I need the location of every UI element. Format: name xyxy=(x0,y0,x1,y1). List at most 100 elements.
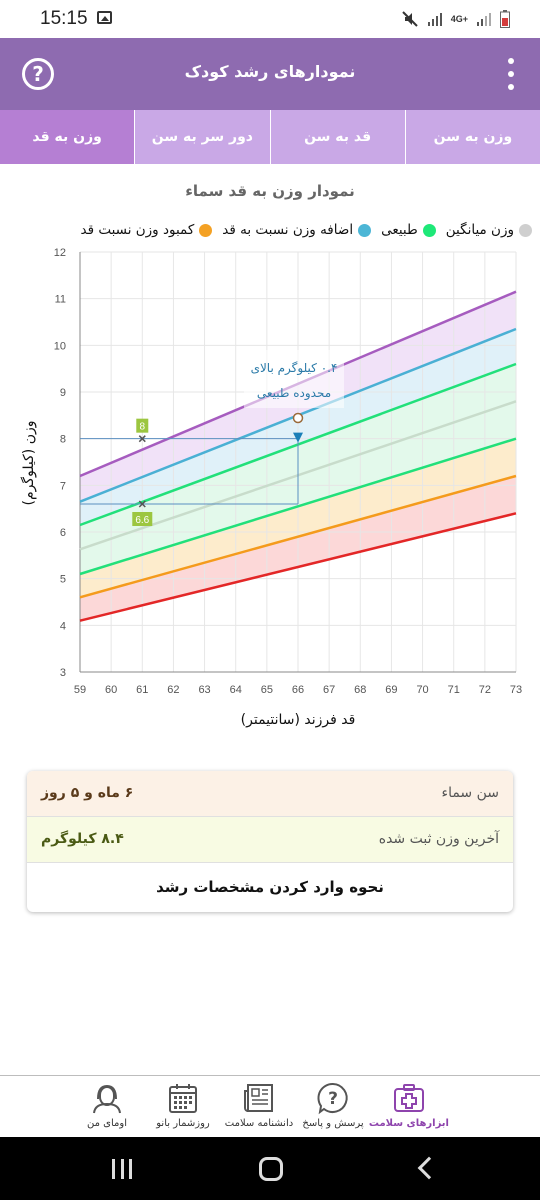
battery-icon xyxy=(500,10,510,28)
x-tick-label: 63 xyxy=(198,684,210,696)
signal-icon-2 xyxy=(477,13,491,26)
legend-underweight-label: کمبود وزن نسبت قد xyxy=(80,222,195,238)
nav-profile[interactable]: اومای من xyxy=(67,1081,147,1129)
annotation-line-2: محدوده طبیعی xyxy=(257,386,331,401)
page-title: نمودارهای رشد کودک xyxy=(184,62,356,81)
status-icons: 4G+ xyxy=(401,9,510,29)
medical-kit-icon xyxy=(394,1084,424,1112)
legend-overweight-dot xyxy=(358,223,372,237)
x-tick-label: 72 xyxy=(479,684,491,696)
x-tick-label: 70 xyxy=(416,684,428,696)
annotation-box xyxy=(244,350,344,408)
legend-underweight-dot xyxy=(199,223,213,237)
x-tick-label: 61 xyxy=(136,684,148,696)
tab-weight-for-age[interactable]: وزن به سن xyxy=(404,110,540,164)
y-tick-label: 10 xyxy=(54,340,66,352)
info-card: سن سماء ۶ ماه و ۵ روز آخرین وزن ثبت شده … xyxy=(27,771,513,912)
nav-calendar[interactable]: روزشمار بانو xyxy=(143,1081,223,1129)
age-label: سن سماء xyxy=(441,785,499,801)
nav-health-tools-label: ابزارهای سلامت xyxy=(368,1118,449,1129)
nav-health-tools[interactable]: ابزارهای سلامت xyxy=(369,1081,449,1129)
legend-mean: وزن میانگین xyxy=(446,222,532,238)
series-line-green-low xyxy=(79,437,517,576)
age-value: ۶ ماه و ۵ روز xyxy=(41,785,134,801)
tab-weight-for-height[interactable]: وزن به قد xyxy=(0,110,135,164)
y-tick-label: 4 xyxy=(60,620,66,632)
x-tick-label: 64 xyxy=(230,684,242,696)
age-row: سن سماء ۶ ماه و ۵ روز xyxy=(27,771,513,817)
marker-label-box-1 xyxy=(132,512,153,526)
y-tick-label: 11 xyxy=(55,294,66,306)
x-axis-title: قد فرزند (سانتیمتر) xyxy=(241,712,356,728)
marker-label-1: 6.6 xyxy=(135,515,149,526)
nav-encyclopedia-label: دانشنامه سلامت xyxy=(224,1118,294,1129)
x-tick-label: 60 xyxy=(105,684,117,696)
series-line-orange xyxy=(79,474,517,599)
annotation-line-1: ۰.۴ کیلوگرم بالای xyxy=(251,361,338,376)
mute-icon xyxy=(402,11,418,27)
y-tick-label: 8 xyxy=(60,434,66,446)
x-tick-label: 68 xyxy=(354,684,366,696)
recent-apps-icon[interactable] xyxy=(112,1159,132,1179)
gallery-notification-icon xyxy=(97,11,112,24)
marker-label-box-0 xyxy=(136,418,149,433)
x-tick-label: 67 xyxy=(323,684,335,696)
chart-legend: کمبود وزن نسبت قد اضافه وزن نسبت به قد ط… xyxy=(80,222,532,238)
tab-height-for-age[interactable]: قد به سن xyxy=(269,110,405,164)
tab-head-for-age[interactable]: دور سر به سن xyxy=(134,110,269,164)
y-tick-label: 3 xyxy=(60,667,66,679)
nav-calendar-label: روزشمار بانو xyxy=(156,1118,210,1129)
legend-overweight: اضافه وزن نسبت به قد xyxy=(222,222,372,238)
last-weight-value: ۸.۴ کیلوگرم xyxy=(41,831,124,847)
legend-normal: طبیعی xyxy=(381,222,436,238)
legend-normal-dot xyxy=(422,223,436,237)
current-weight-point xyxy=(292,412,304,424)
cross-marker-b-1 xyxy=(138,500,146,508)
back-icon[interactable] xyxy=(417,1156,441,1180)
legend-mean-label: وزن میانگین xyxy=(445,222,514,238)
last-weight-label: آخرین وزن ثبت شده xyxy=(378,831,499,847)
network-type: 4G+ xyxy=(450,14,468,24)
y-tick-label: 5 xyxy=(60,574,66,586)
x-tick-label: 69 xyxy=(385,684,397,696)
x-tick-label: 59 xyxy=(74,684,86,696)
y-tick-label: 6 xyxy=(60,527,66,539)
more-options-icon[interactable] xyxy=(508,58,514,90)
last-weight-row: آخرین وزن ثبت شده ۸.۴ کیلوگرم xyxy=(27,817,513,863)
nav-encyclopedia[interactable]: دانشنامه سلامت xyxy=(219,1081,299,1129)
nav-profile-label: اومای من xyxy=(87,1118,127,1129)
x-tick-label: 71 xyxy=(448,684,460,696)
signal-icon xyxy=(427,13,442,26)
x-tick-label: 62 xyxy=(167,684,179,696)
calendar-icon xyxy=(169,1084,197,1113)
x-tick-label: 66 xyxy=(292,684,304,696)
home-icon[interactable] xyxy=(259,1157,283,1181)
chart-title: نمودار وزن به قد سماء xyxy=(185,182,355,200)
y-axis-title: وزن (کیلوگرم) xyxy=(20,421,37,506)
tab-bar: وزن به سن قد به سن دور سر به سن وزن به ق… xyxy=(0,110,540,164)
question-bubble-icon: ? xyxy=(317,1082,348,1115)
nav-questions-label: پرسش و پاسخ xyxy=(302,1118,364,1129)
bottom-nav: ابزارهای سلامت ? پرسش و پاسخ دانشنامه سل… xyxy=(0,1075,540,1137)
marker-label-0: 8 xyxy=(140,422,146,433)
legend-underweight: کمبود وزن نسبت قد xyxy=(80,222,213,238)
nav-questions[interactable]: ? پرسش و پاسخ xyxy=(293,1081,373,1129)
y-tick-label: 7 xyxy=(60,480,66,492)
growth-entry-help-link[interactable]: نحوه وارد کردن مشخصات رشد xyxy=(156,878,384,896)
y-tick-label: 9 xyxy=(60,387,66,399)
user-avatar-icon xyxy=(93,1084,121,1114)
y-tick-label: 12 xyxy=(54,247,66,259)
legend-mean-dot xyxy=(519,223,532,237)
newspaper-icon xyxy=(244,1084,273,1112)
svg-text:?: ? xyxy=(328,1089,338,1109)
legend-overweight-label: اضافه وزن نسبت به قد xyxy=(222,222,354,238)
x-tick-label: 73 xyxy=(510,684,522,696)
help-icon[interactable]: ? xyxy=(22,58,54,90)
cross-marker-b-0 xyxy=(138,435,146,443)
app-header: ? نمودارهای رشد کودک xyxy=(0,38,540,110)
system-nav-bar xyxy=(0,1137,540,1200)
x-tick-label: 65 xyxy=(261,684,273,696)
weight-for-height-chart: 59 60 61 62 63 64 65 66 67 68 69 70 71 72 733456789101… xyxy=(20,247,522,728)
legend-normal-label: طبیعی xyxy=(381,222,418,238)
status-bar: 15:15 4G+ xyxy=(0,0,540,38)
